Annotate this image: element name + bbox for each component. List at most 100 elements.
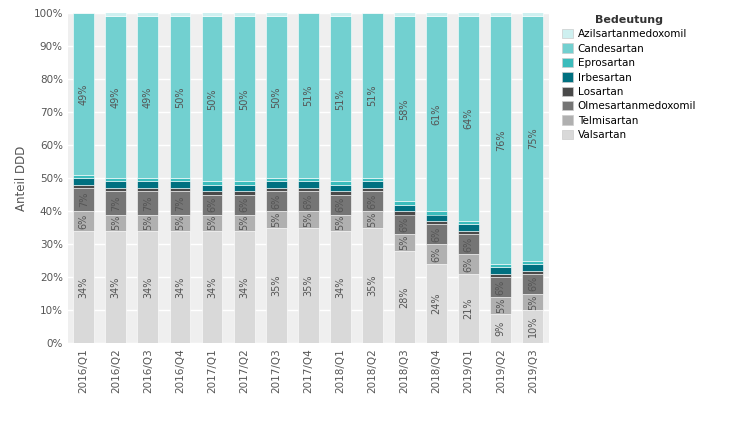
Bar: [426, 211, 447, 215]
Text: 49%: 49%: [143, 87, 153, 108]
Bar: [234, 231, 255, 343]
Bar: [73, 0, 94, 13]
Bar: [330, 215, 351, 231]
Text: 5%: 5%: [175, 215, 185, 231]
Bar: [298, 181, 319, 188]
Text: 6%: 6%: [79, 213, 89, 229]
Text: 5%: 5%: [528, 294, 538, 310]
Text: 24%: 24%: [432, 293, 441, 314]
Text: 6%: 6%: [399, 217, 410, 232]
Bar: [458, 0, 479, 16]
Text: 5%: 5%: [143, 215, 153, 231]
Bar: [73, 185, 94, 188]
Text: 5%: 5%: [239, 215, 249, 231]
Text: 6%: 6%: [335, 197, 345, 212]
Bar: [394, 214, 415, 234]
Bar: [394, 211, 415, 215]
Bar: [298, 13, 319, 178]
Bar: [362, 181, 383, 188]
Text: 51%: 51%: [335, 88, 345, 110]
Text: 10%: 10%: [528, 316, 538, 337]
Bar: [138, 215, 159, 231]
Bar: [105, 16, 126, 178]
Text: 61%: 61%: [432, 103, 441, 125]
Bar: [138, 178, 159, 181]
Bar: [298, 0, 319, 13]
Bar: [234, 0, 255, 16]
Bar: [426, 244, 447, 264]
Text: 6%: 6%: [464, 237, 474, 252]
Bar: [362, 228, 383, 343]
Bar: [138, 16, 159, 178]
Text: 7%: 7%: [111, 195, 121, 211]
Bar: [394, 205, 415, 211]
Bar: [523, 310, 544, 343]
Bar: [330, 191, 351, 194]
Bar: [202, 215, 223, 231]
Bar: [523, 294, 544, 310]
Bar: [234, 191, 255, 194]
Text: 50%: 50%: [207, 88, 217, 110]
Bar: [458, 221, 479, 224]
Text: 64%: 64%: [464, 108, 474, 129]
Text: 6%: 6%: [303, 194, 314, 209]
Text: 49%: 49%: [111, 87, 121, 108]
Text: 5%: 5%: [368, 212, 378, 227]
Text: 6%: 6%: [207, 197, 217, 212]
Bar: [138, 0, 159, 16]
Bar: [426, 224, 447, 244]
Bar: [105, 231, 126, 343]
Bar: [169, 0, 190, 16]
Text: 75%: 75%: [528, 128, 538, 150]
Bar: [298, 188, 319, 191]
Bar: [394, 16, 415, 201]
Text: 51%: 51%: [368, 85, 378, 106]
Text: 6%: 6%: [528, 276, 538, 291]
Bar: [362, 13, 383, 178]
Text: 34%: 34%: [143, 276, 153, 298]
Bar: [298, 178, 319, 181]
Bar: [73, 211, 94, 231]
Text: 34%: 34%: [175, 276, 185, 298]
Text: 5%: 5%: [399, 235, 410, 250]
Text: 5%: 5%: [303, 212, 314, 227]
Bar: [169, 16, 190, 178]
Bar: [490, 267, 511, 274]
Text: 35%: 35%: [303, 275, 314, 296]
Bar: [330, 194, 351, 215]
Bar: [523, 264, 544, 271]
Bar: [394, 234, 415, 251]
Text: 76%: 76%: [496, 129, 506, 151]
Text: 50%: 50%: [175, 87, 185, 108]
Text: 6%: 6%: [464, 257, 474, 271]
Bar: [298, 211, 319, 228]
Bar: [202, 181, 223, 185]
Text: 6%: 6%: [239, 197, 249, 212]
Bar: [138, 188, 159, 191]
Bar: [490, 277, 511, 297]
Bar: [426, 214, 447, 221]
Bar: [426, 221, 447, 224]
Text: 51%: 51%: [303, 85, 314, 106]
Text: 34%: 34%: [207, 276, 217, 298]
Text: 7%: 7%: [143, 195, 153, 211]
Bar: [330, 181, 351, 185]
Bar: [458, 224, 479, 231]
Bar: [265, 16, 287, 178]
Text: 49%: 49%: [79, 83, 89, 105]
Bar: [394, 201, 415, 205]
Bar: [105, 215, 126, 231]
Bar: [523, 260, 544, 264]
Bar: [138, 191, 159, 215]
Bar: [330, 16, 351, 181]
Text: 7%: 7%: [175, 195, 185, 211]
Bar: [202, 194, 223, 215]
Bar: [234, 185, 255, 191]
Text: 50%: 50%: [239, 88, 249, 110]
Bar: [105, 191, 126, 215]
Bar: [265, 0, 287, 16]
Bar: [458, 231, 479, 234]
Bar: [138, 181, 159, 188]
Text: 34%: 34%: [111, 276, 121, 298]
Bar: [523, 0, 544, 16]
